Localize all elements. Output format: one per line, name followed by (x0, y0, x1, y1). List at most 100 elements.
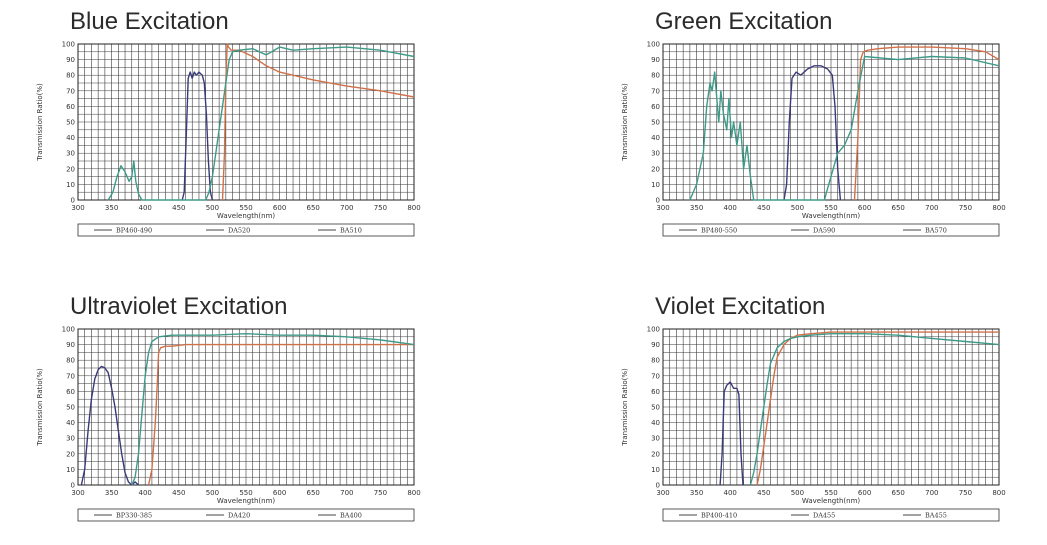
x-axis-label: Wavelength(nm) (802, 497, 861, 505)
x-tick-label: 450 (757, 204, 770, 212)
x-tick-label: 350 (690, 489, 703, 497)
chart-title: Green Excitation (655, 8, 833, 35)
y-tick-label: 80 (651, 72, 660, 80)
y-tick-label: 30 (66, 435, 75, 443)
y-tick-label: 90 (651, 56, 660, 64)
x-tick-label: 550 (239, 489, 252, 497)
chart-panel-ultraviolet: Ultraviolet Excitation 0 10 20 30 40 50 60 70 80… (36, 293, 490, 543)
y-tick-label: 70 (66, 87, 75, 95)
x-tick-label: 600 (858, 489, 871, 497)
x-tick-label: 300 (656, 489, 669, 497)
y-tick-label: 50 (651, 404, 660, 412)
legend-label: BP460-490 (116, 227, 152, 235)
series-line-bp400-410 (719, 381, 744, 486)
y-tick-label: 40 (651, 134, 660, 142)
chart-title: Violet Excitation (655, 293, 826, 320)
plot-frame (77, 43, 415, 201)
x-tick-label: 800 (407, 489, 420, 497)
y-tick-label: 50 (651, 119, 660, 127)
series-line-bp330-385 (80, 365, 139, 486)
legend-label: BA400 (340, 512, 362, 520)
x-tick-label: 500 (791, 204, 804, 212)
legend-box (77, 223, 415, 237)
legend-label: DA420 (228, 512, 250, 520)
y-tick-label: 0 (71, 482, 75, 490)
x-axis-label: Wavelength(nm) (802, 212, 861, 220)
x-tick-label: 750 (959, 204, 972, 212)
y-tick-label: 30 (651, 435, 660, 443)
y-tick-label: 50 (66, 404, 75, 412)
x-tick-label: 300 (71, 204, 84, 212)
plot-frame (662, 43, 1000, 201)
x-tick-label: 500 (206, 489, 219, 497)
y-tick-label: 100 (647, 326, 660, 334)
series-line-da420 (147, 343, 414, 486)
x-tick-label: 550 (239, 204, 252, 212)
legend-box (662, 508, 1000, 522)
y-tick-label: 40 (66, 134, 75, 142)
y-tick-label: 40 (66, 419, 75, 427)
x-tick-label: 450 (757, 489, 770, 497)
chart-green-excitation: 0 10 20 30 40 50 60 70 80 90 100 300 350 400 450 500 550… (621, 41, 1006, 237)
legend-label: BP400-410 (701, 512, 737, 520)
x-tick-label: 800 (992, 489, 1005, 497)
x-tick-label: 650 (892, 489, 905, 497)
x-tick-label: 650 (307, 489, 320, 497)
chart-panel-blue: Blue Excitation 0 10 20 30 40 50 60 70 80 90 100 30… (36, 8, 490, 258)
y-tick-label: 20 (66, 450, 75, 458)
y-axis-label: Transmission Ratio(%) (36, 83, 44, 162)
legend-label: BP330-385 (116, 512, 152, 520)
y-tick-label: 20 (651, 165, 660, 173)
series-line-bp480-550 (783, 65, 842, 201)
y-tick-label: 50 (66, 119, 75, 127)
x-tick-label: 650 (307, 204, 320, 212)
y-tick-label: 70 (651, 87, 660, 95)
chart-blue-excitation: 0 10 20 30 40 50 60 70 80 90 100 300 350 400 450 500 550… (36, 41, 421, 237)
y-tick-label: 80 (66, 72, 75, 80)
y-tick-label: 100 (647, 41, 660, 49)
chart-panel-green: Green Excitation 0 10 20 30 40 50 60 70 80 90 100 3… (621, 8, 1047, 258)
series-line-ba570 (689, 55, 1000, 201)
x-tick-label: 300 (656, 204, 669, 212)
y-tick-label: 90 (651, 341, 660, 349)
y-tick-label: 30 (651, 150, 660, 158)
y-tick-label: 20 (66, 165, 75, 173)
y-tick-label: 60 (66, 103, 75, 111)
legend-box (662, 223, 1000, 237)
y-tick-label: 90 (66, 341, 75, 349)
legend-label: DA520 (228, 227, 250, 235)
y-tick-label: 0 (656, 197, 660, 205)
chart-title: Ultraviolet Excitation (70, 293, 288, 320)
x-tick-label: 300 (71, 489, 84, 497)
series-line-bp460-490 (181, 71, 214, 201)
x-axis-label: Wavelength(nm) (217, 212, 276, 220)
grid (77, 43, 415, 201)
y-tick-label: 90 (66, 56, 75, 64)
x-tick-label: 400 (139, 489, 152, 497)
series-line-ba510 (107, 46, 415, 201)
x-tick-label: 600 (858, 204, 871, 212)
y-tick-label: 30 (66, 150, 75, 158)
series-line-da590 (853, 46, 1000, 201)
y-tick-label: 60 (651, 388, 660, 396)
x-tick-label: 800 (992, 204, 1005, 212)
chart-ultraviolet-excitation: 0 10 20 30 40 50 60 70 80 90 100 300 350 400 450 500 550… (36, 326, 421, 522)
x-tick-label: 450 (172, 489, 185, 497)
x-tick-label: 750 (374, 204, 387, 212)
x-tick-label: 500 (206, 204, 219, 212)
y-tick-label: 70 (66, 372, 75, 380)
chart-violet-excitation: 0 10 20 30 40 50 60 70 80 90 100 300 350 400 450 500 550… (621, 326, 1006, 522)
y-tick-label: 0 (71, 197, 75, 205)
legend-box (77, 508, 415, 522)
x-tick-label: 650 (892, 204, 905, 212)
x-tick-label: 750 (374, 489, 387, 497)
plot-frame (77, 328, 415, 486)
x-tick-label: 450 (172, 204, 185, 212)
x-tick-label: 700 (340, 204, 353, 212)
y-tick-label: 60 (66, 388, 75, 396)
x-tick-label: 350 (105, 204, 118, 212)
grid (77, 328, 415, 486)
y-tick-label: 70 (651, 372, 660, 380)
legend-label: BA570 (925, 227, 947, 235)
y-tick-label: 10 (66, 181, 75, 189)
